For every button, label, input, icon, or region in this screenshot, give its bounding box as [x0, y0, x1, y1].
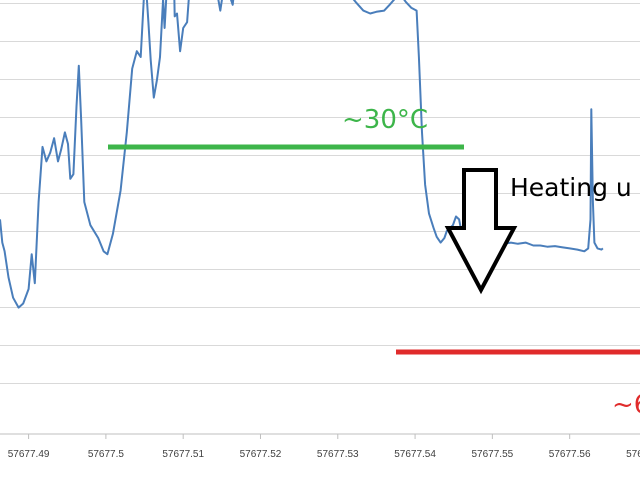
x-tick-label: 57677.57 — [626, 449, 640, 460]
x-tick-labels: 57677.49 57677.5 57677.51 57677.52 57677.53 5… — [8, 449, 640, 460]
low-temperature-label: ~6 — [612, 390, 640, 420]
x-ticks — [28, 434, 571, 439]
temperature-series-line — [0, 0, 604, 309]
x-tick-label: 57677.54 — [394, 449, 436, 460]
x-tick-label: 57677.56 — [549, 449, 591, 460]
x-tick-label: 57677.52 — [240, 449, 282, 460]
down-arrow-icon — [444, 168, 518, 295]
heating-label: Heating u — [510, 173, 632, 202]
gridlines — [0, 3, 640, 384]
room-temperature-label: ~30°C — [342, 105, 428, 135]
x-tick-label: 57677.5 — [88, 449, 125, 460]
x-tick-label: 57677.55 — [472, 449, 514, 460]
series-layer — [0, 0, 604, 309]
x-tick-label: 57677.51 — [162, 449, 204, 460]
x-tick-label: 57677.49 — [8, 449, 50, 460]
x-tick-label: 57677.53 — [317, 449, 359, 460]
